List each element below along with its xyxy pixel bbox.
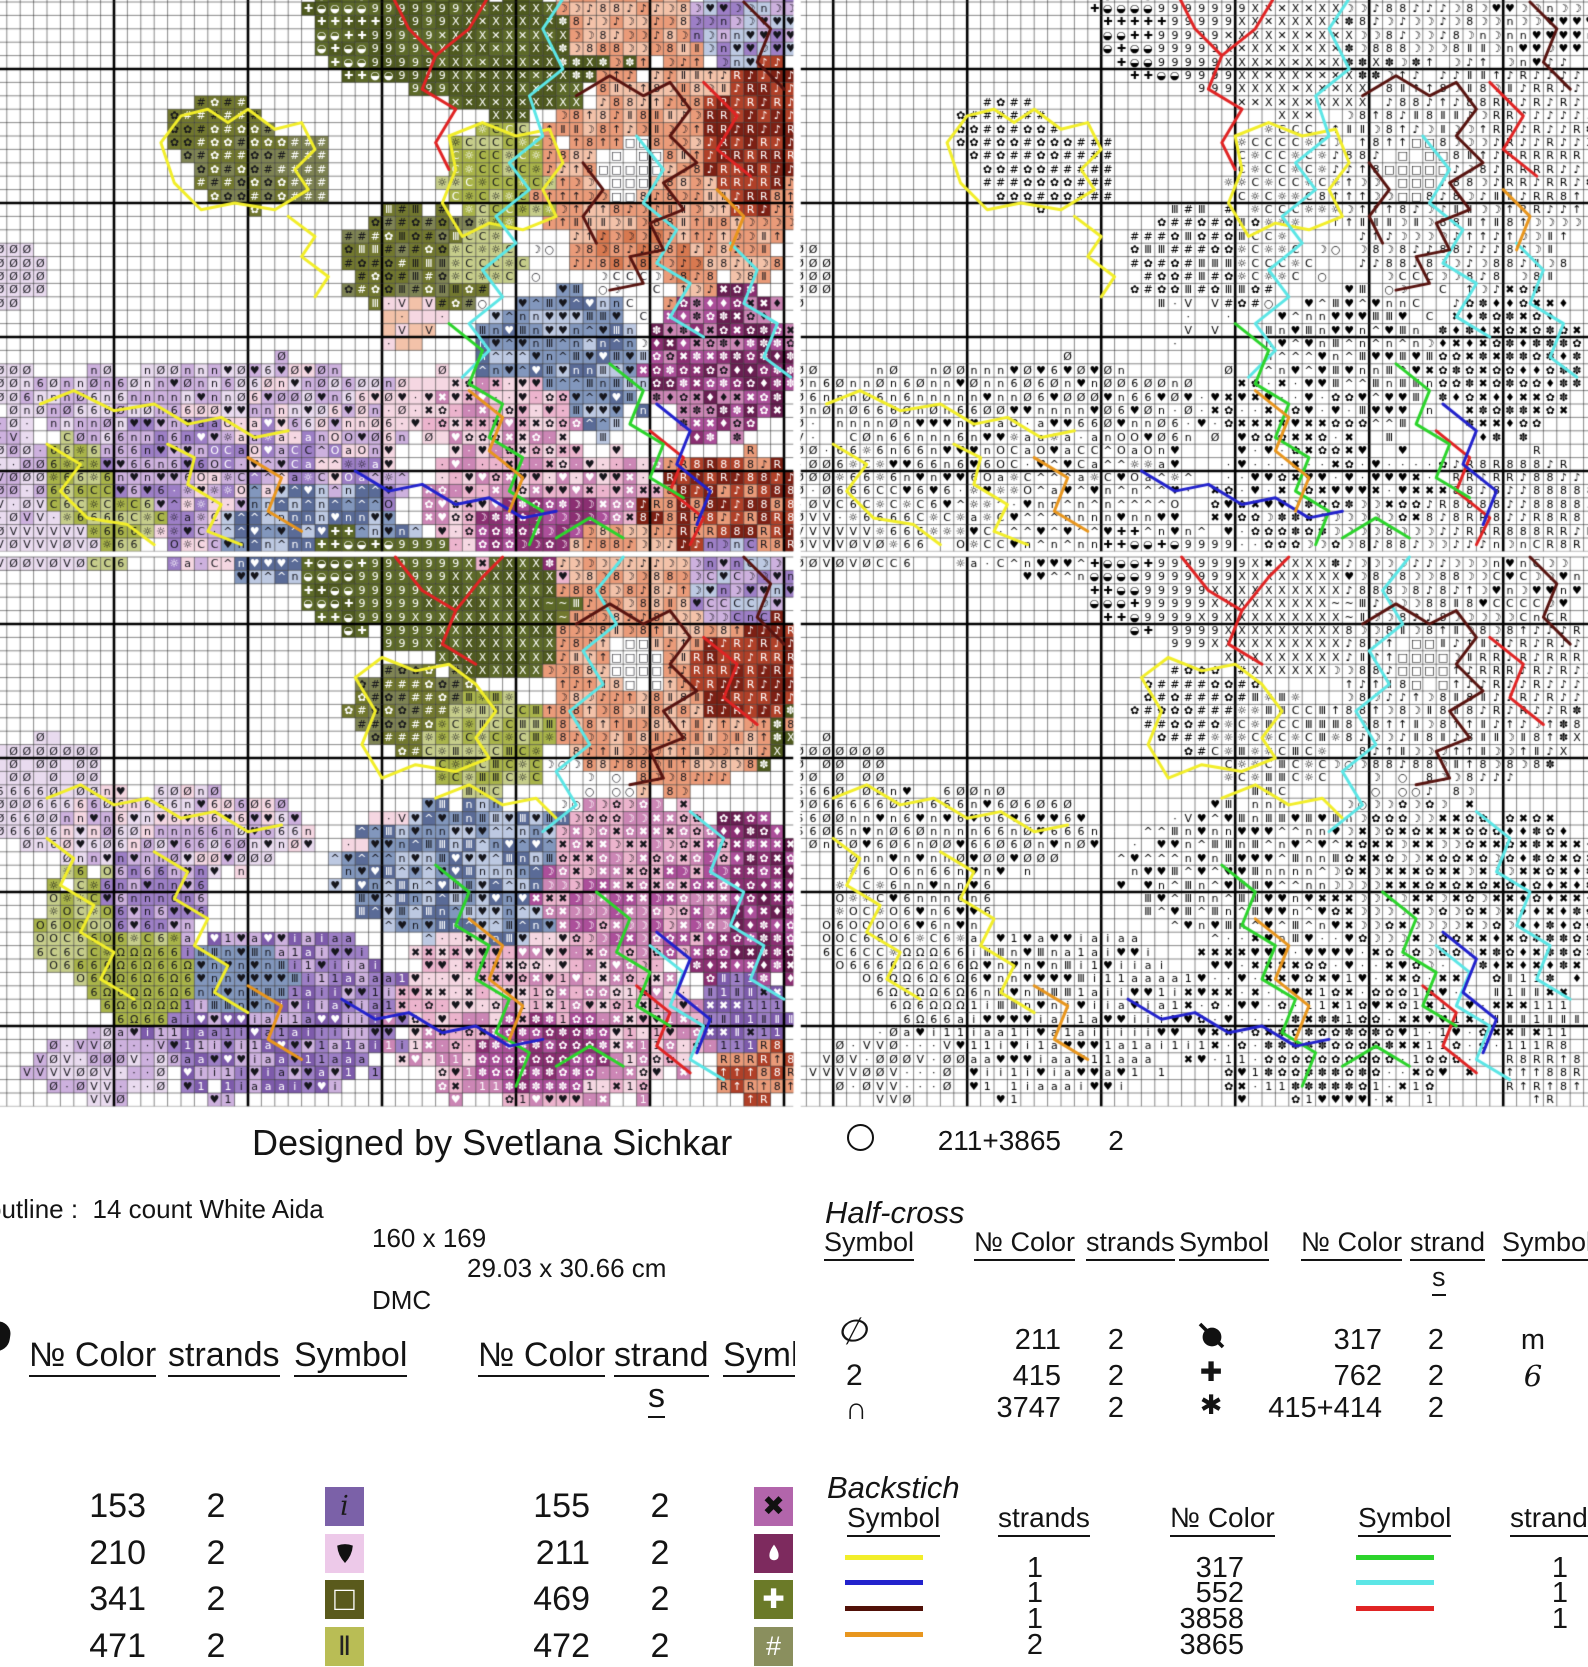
hc-strands: 2	[1427, 1392, 1445, 1424]
hc-header-strands-1: strands	[1086, 1229, 1175, 1261]
floss-number: 341	[89, 1580, 146, 1618]
fabric-outline-label: outline : 14 count White Aida	[0, 1194, 324, 1224]
bs-color: 3858	[1179, 1603, 1244, 1635]
cut-symbol-fragment	[0, 1320, 13, 1354]
hc-header-symbol-3: Symbol	[1502, 1229, 1588, 1261]
key-row-strands: 2	[1108, 1125, 1124, 1156]
floss-strands: 2	[650, 1627, 670, 1665]
backstitch-line-swatch	[1356, 1555, 1434, 1560]
hc-symbol: ∩	[845, 1391, 868, 1426]
floss-number: 153	[89, 1487, 146, 1525]
backstitch-line-swatch	[1356, 1606, 1434, 1611]
hc-color: 317	[1333, 1324, 1382, 1356]
hc-strands: 2	[1107, 1360, 1125, 1392]
floss-strands: 2	[206, 1534, 226, 1572]
backstitch-line-swatch	[845, 1606, 923, 1611]
hc-strands: 2	[1427, 1324, 1445, 1356]
hc-color: 762	[1333, 1360, 1382, 1392]
hc-color: 415	[1012, 1360, 1061, 1392]
bs-header-strands-1: strands	[998, 1504, 1090, 1537]
hc-color: 3747	[996, 1392, 1061, 1424]
droplet-glyph-icon	[768, 1544, 779, 1560]
hc-strands: 2	[1107, 1392, 1125, 1424]
floss-strands: 2	[206, 1487, 226, 1525]
bs-strands: 1	[1551, 1603, 1569, 1635]
table-header-symbol-2: Symbol	[723, 1338, 795, 1377]
bs-strands: 1	[1551, 1577, 1569, 1609]
floss-strands: 2	[206, 1627, 226, 1665]
bs-strands: 2	[1026, 1629, 1044, 1661]
bs-strands: 1	[1026, 1552, 1044, 1584]
bs-strands: 1	[1026, 1577, 1044, 1609]
bs-header-strands-2: strands	[1510, 1504, 1588, 1537]
hc-symbol: 2	[846, 1359, 863, 1392]
hc-header-num-color-2: № Color	[1301, 1229, 1402, 1261]
palette-brand: DMC	[372, 1285, 432, 1315]
designer-credit: Designed by Svetlana Sichkar	[252, 1122, 733, 1163]
floss-strands: 2	[650, 1487, 670, 1525]
stitch-chart-canvas	[0, 0, 1588, 1114]
hc-symbol: ✚	[1199, 1357, 1223, 1387]
hc-header-strand-3s: s	[1432, 1264, 1446, 1296]
left-page-legend: Designed by Svetlana Sichkar outline : 1…	[0, 1114, 795, 1667]
table-header-num-color-1: № Color	[29, 1338, 157, 1377]
hc-symbol: 6	[1523, 1359, 1543, 1393]
hc-strands: 2	[1427, 1360, 1445, 1392]
bs-color: 317	[1195, 1552, 1244, 1584]
hc-header-strand-3: strand	[1410, 1229, 1486, 1261]
hc-symbol: ∅	[834, 1310, 876, 1353]
backstitch-line-swatch	[845, 1580, 923, 1585]
bs-header-num-color-1: № Color	[1170, 1504, 1275, 1537]
floss-symbol-box: i	[325, 1487, 364, 1526]
floss-number: 472	[533, 1627, 590, 1665]
hc-header-num-color-1: № Color	[974, 1229, 1075, 1261]
size-cm: 29.03 x 30.66 cm	[467, 1253, 667, 1283]
floss-symbol-box	[325, 1534, 364, 1573]
half-cross-title: Half-cross	[825, 1195, 965, 1230]
floss-number: 211	[535, 1534, 590, 1572]
table-header-strand-2s: s	[648, 1379, 665, 1418]
table-header-strands-1: strands	[168, 1338, 280, 1377]
hc-header-symbol-1: Symbol	[824, 1229, 915, 1261]
bs-strands: 1	[1551, 1552, 1569, 1584]
hc-strands: 2	[1107, 1324, 1125, 1356]
circle-slash-icon	[1198, 1322, 1225, 1349]
table-header-num-color-2: № Color	[478, 1338, 606, 1377]
stitch-count: 160 x 169	[372, 1223, 487, 1253]
right-page-legend: 211+3865 2 Half-cross Symbol № Color str…	[800, 1114, 1588, 1667]
backstitch-line-swatch	[845, 1632, 923, 1637]
floss-strands: 2	[206, 1580, 226, 1618]
floss-symbol-box: ✖	[754, 1487, 793, 1526]
backstitch-line-swatch	[845, 1555, 923, 1560]
table-header-strand-2: strand	[614, 1338, 709, 1377]
floss-number: 155	[533, 1487, 590, 1525]
floss-number: 210	[89, 1534, 146, 1572]
table-header-symbol-1: Symbol	[294, 1338, 408, 1377]
shield-glyph-icon	[336, 1543, 353, 1563]
floss-symbol-box: #	[754, 1627, 793, 1666]
floss-number: 471	[89, 1627, 146, 1665]
floss-symbol-box: □	[325, 1580, 364, 1619]
floss-symbol-box: ✚	[754, 1580, 793, 1619]
hc-color: 211	[1014, 1324, 1061, 1356]
bs-header-symbol-1: Symbol	[847, 1504, 941, 1537]
floss-number: 469	[533, 1580, 590, 1618]
bs-color: 3865	[1179, 1629, 1244, 1661]
backstitch-title: Backstich	[827, 1470, 960, 1505]
hc-symbol: m	[1520, 1324, 1546, 1356]
floss-symbol-box: Ⅱ	[325, 1627, 364, 1666]
hc-color: 415+414	[1268, 1392, 1382, 1424]
floss-symbol-box	[754, 1534, 793, 1573]
floss-strands: 2	[650, 1580, 670, 1618]
key-row-code: 211+3865	[937, 1125, 1061, 1156]
hc-symbol: ✱	[1199, 1390, 1223, 1420]
bs-color: 552	[1195, 1577, 1244, 1609]
backstitch-line-swatch	[1356, 1580, 1434, 1585]
bs-strands: 1	[1026, 1603, 1044, 1635]
bs-header-symbol-2: Symbol	[1358, 1504, 1452, 1537]
circle-outline-symbol	[847, 1124, 874, 1151]
floss-strands: 2	[650, 1534, 670, 1572]
hc-header-symbol-2: Symbol	[1179, 1229, 1270, 1261]
